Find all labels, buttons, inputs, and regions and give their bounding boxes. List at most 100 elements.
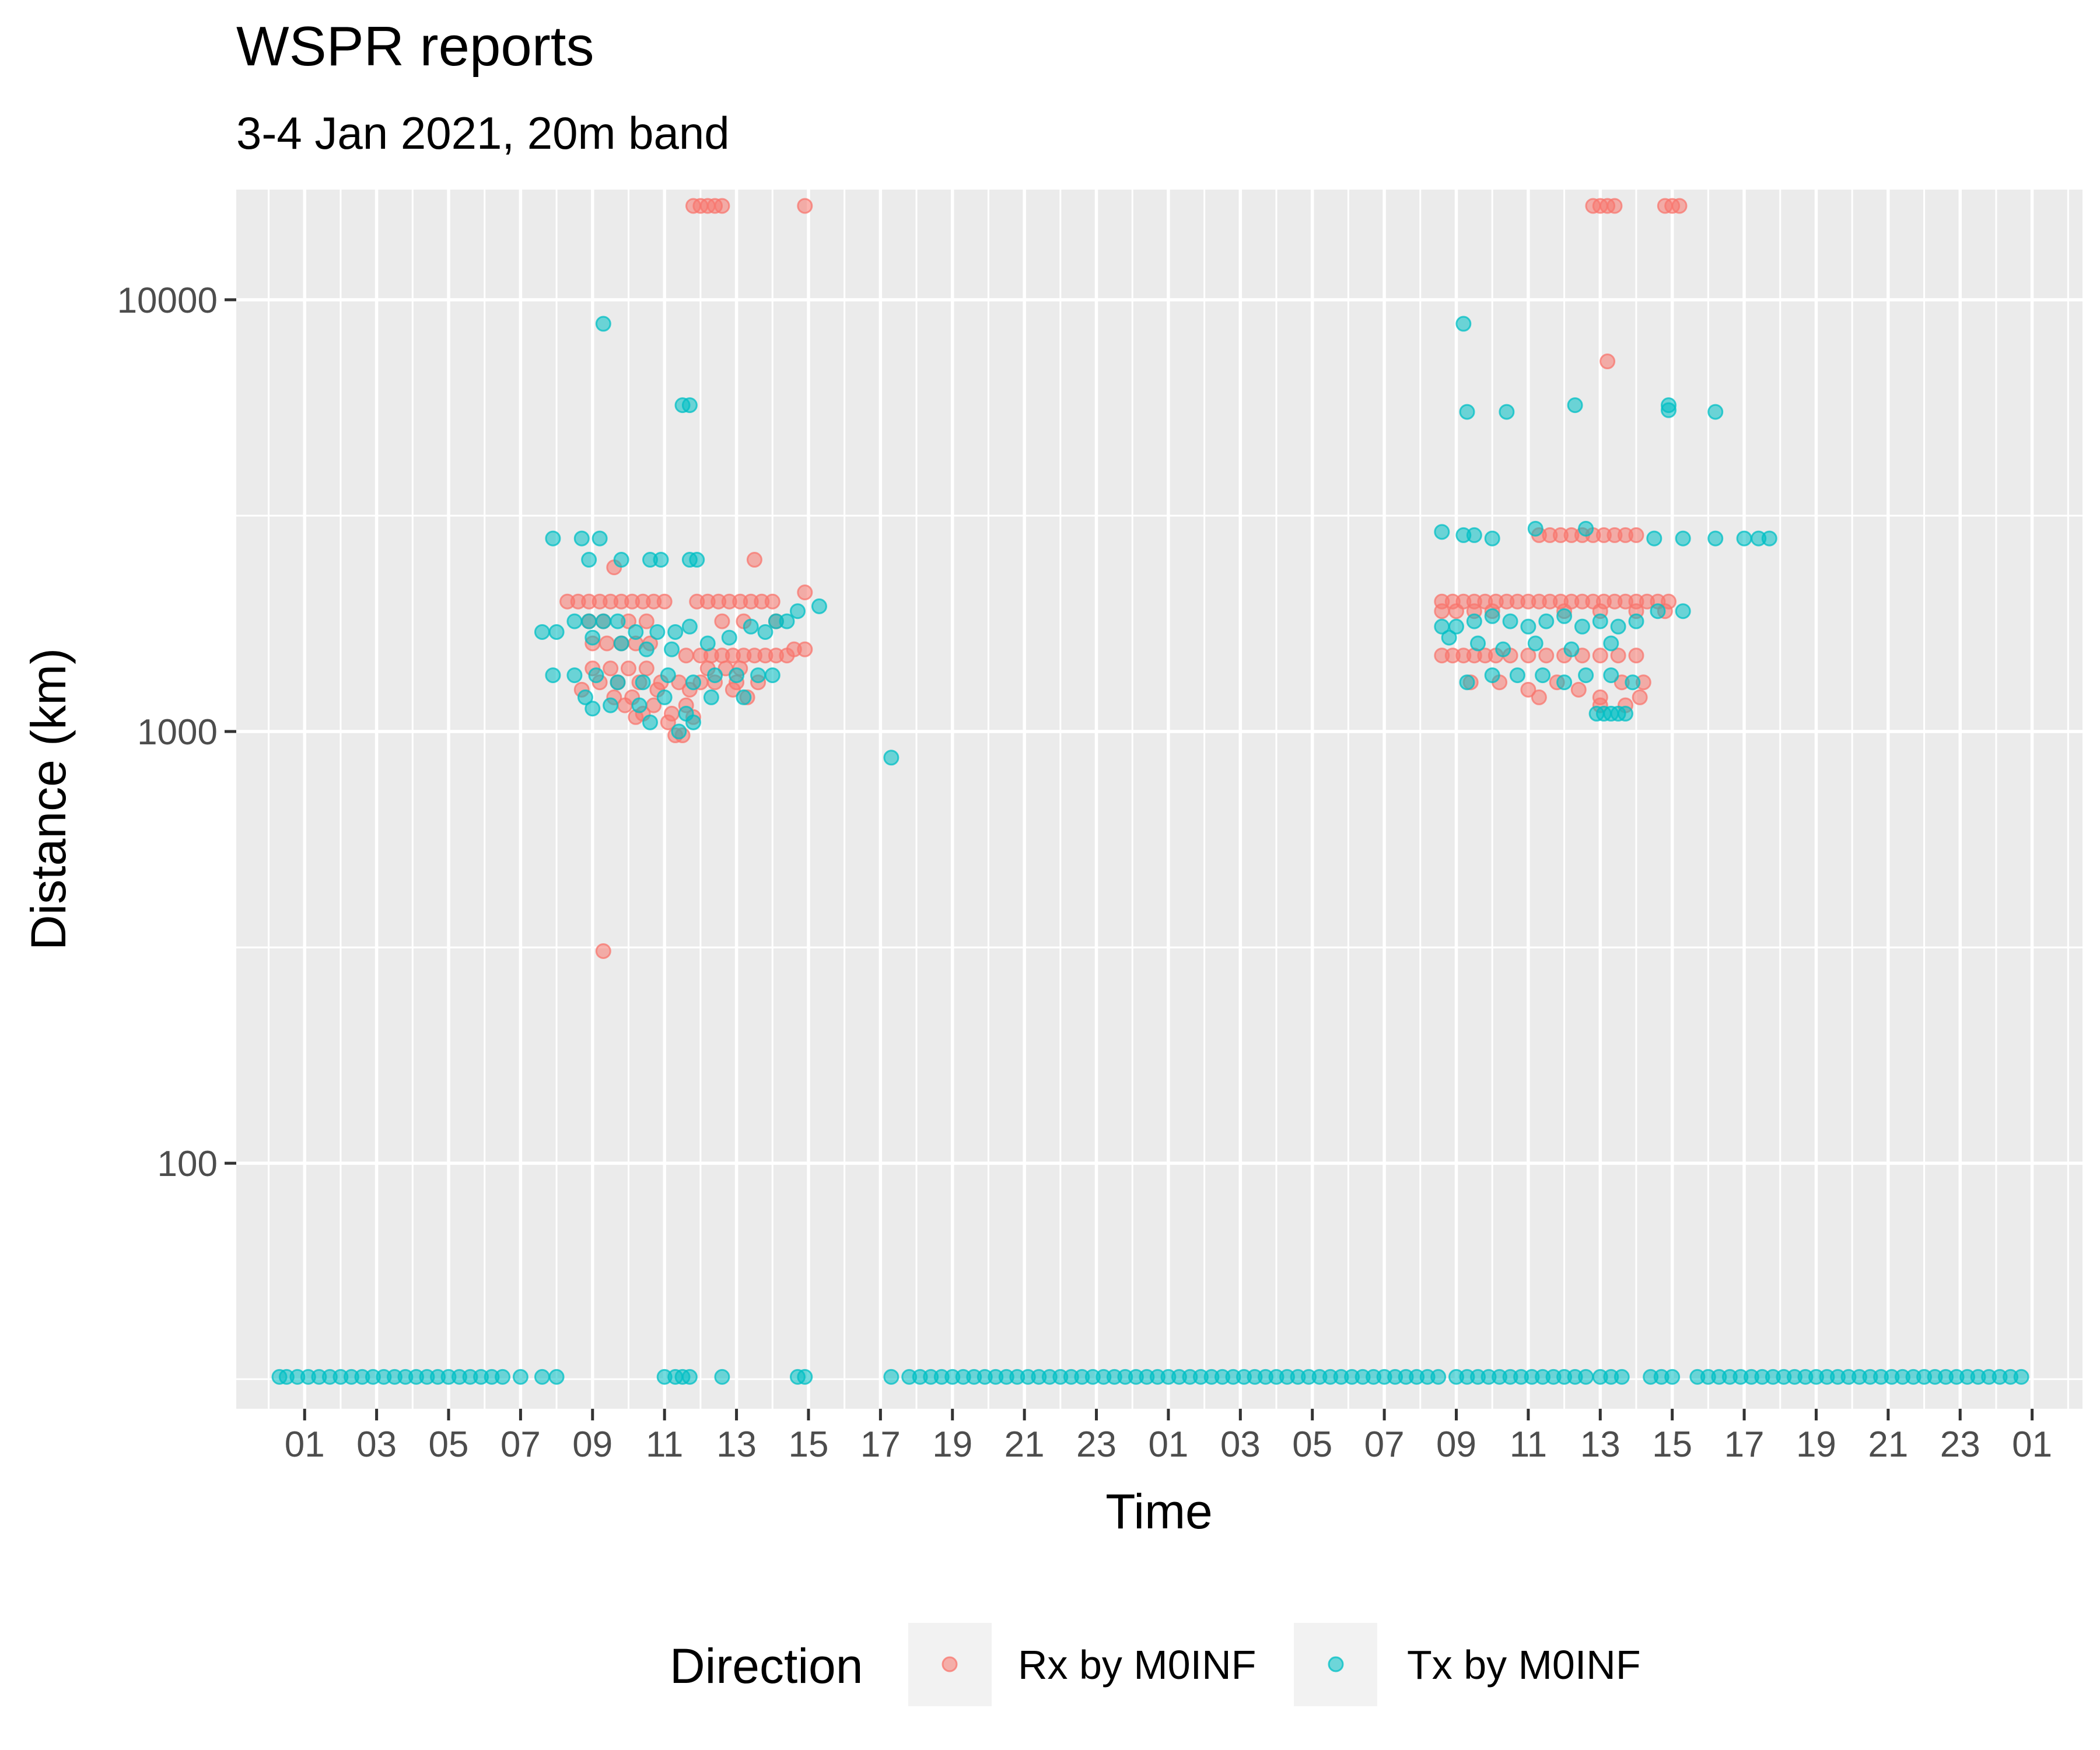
- tx-point: [1578, 520, 1594, 537]
- rx-point: [1628, 648, 1644, 664]
- x-axis: 01 03 05 07 09 11 13 15 17 19 21 23 01 03 05 07 09 11 13 15…: [285, 1409, 2052, 1465]
- tx-point: [811, 598, 827, 614]
- x-tick-label: 01: [285, 1424, 325, 1465]
- tx-point: [577, 689, 593, 705]
- tx-point: [689, 552, 705, 568]
- tx-point: [1578, 1368, 1594, 1385]
- legend-point-tx: [1328, 1656, 1344, 1672]
- tx-point: [566, 613, 583, 629]
- tx-point: [681, 397, 698, 414]
- chart-subtitle: 3-4 Jan 2021, 20m band: [236, 107, 730, 159]
- tx-point: [1707, 530, 1724, 547]
- tx-point: [1625, 674, 1641, 691]
- rx-point: [1520, 648, 1536, 664]
- tx-point: [1563, 641, 1580, 657]
- x-axis-label: Time: [1105, 1484, 1213, 1539]
- rx-point: [1628, 527, 1644, 543]
- rx-point: [746, 552, 762, 568]
- x-tick-label: 07: [501, 1424, 541, 1465]
- tx-point: [610, 674, 626, 691]
- rx-point: [1538, 648, 1555, 664]
- rx-point: [1434, 603, 1450, 620]
- tx-point: [1736, 530, 1752, 547]
- tx-point: [699, 635, 716, 652]
- tx-point: [685, 714, 702, 730]
- legend-label-tx: Tx by M0INF: [1407, 1642, 1641, 1688]
- tx-point: [548, 624, 565, 640]
- tx-point: [1484, 530, 1500, 547]
- tx-point: [1455, 316, 1472, 332]
- chart-title: WSPR reports: [236, 15, 594, 78]
- tx-point: [534, 624, 550, 640]
- tx-point: [1470, 635, 1486, 652]
- rx-point: [617, 697, 633, 713]
- x-tick-label: 13: [716, 1424, 757, 1465]
- tx-point: [656, 689, 673, 705]
- tx-point: [1527, 635, 1544, 652]
- tx-point: [664, 641, 680, 657]
- rx-point: [714, 198, 730, 214]
- tx-point: [671, 723, 687, 740]
- tx-point: [1527, 520, 1544, 537]
- tx-point: [534, 1368, 550, 1385]
- tx-point: [1574, 618, 1590, 635]
- tx-point: [545, 667, 561, 684]
- tx-point: [613, 552, 629, 568]
- rx-point: [797, 641, 813, 657]
- tx-point: [660, 667, 676, 684]
- tx-point: [667, 624, 684, 640]
- rx-point: [797, 198, 813, 214]
- x-tick-label: 05: [1292, 1424, 1332, 1465]
- tx-point: [548, 1368, 565, 1385]
- tx-point: [592, 530, 608, 547]
- rx-point: [1570, 681, 1587, 698]
- tx-point: [642, 714, 659, 730]
- tx-point: [2013, 1368, 2029, 1385]
- rx-point: [1592, 648, 1608, 664]
- rx-point: [797, 584, 813, 601]
- tx-point: [1459, 404, 1475, 420]
- tx-point: [736, 689, 752, 705]
- tx-point: [566, 667, 583, 684]
- x-tick-label: 17: [1724, 1424, 1765, 1465]
- rx-point: [1632, 689, 1648, 705]
- legend-label-rx: Rx by M0INF: [1018, 1642, 1256, 1688]
- tx-point: [703, 689, 719, 705]
- tx-point: [779, 613, 795, 629]
- tx-point: [1466, 613, 1482, 629]
- x-tick-label: 01: [1148, 1424, 1188, 1465]
- data-points: [271, 198, 2029, 1385]
- tx-point: [1509, 667, 1525, 684]
- tx-point: [743, 618, 759, 635]
- tx-point: [1707, 404, 1724, 420]
- tx-point: [581, 613, 597, 629]
- tx-point: [1502, 613, 1518, 629]
- tx-point: [789, 603, 806, 620]
- tx-point: [1675, 603, 1691, 620]
- rx-point: [620, 660, 636, 677]
- x-tick-label: 09: [572, 1424, 612, 1465]
- rx-point: [595, 943, 611, 959]
- y-tick-label: 10000: [117, 281, 218, 321]
- tx-point: [1617, 705, 1633, 722]
- tx-point: [595, 613, 611, 629]
- tx-point: [1484, 667, 1500, 684]
- tx-point: [1578, 667, 1594, 684]
- tx-point: [1520, 618, 1536, 635]
- tx-point: [714, 1368, 730, 1385]
- tx-point: [1441, 629, 1457, 646]
- rx-point: [1520, 681, 1536, 698]
- legend-point-rx: [942, 1656, 958, 1672]
- x-tick-label: 23: [1940, 1424, 1980, 1465]
- tx-point: [1556, 674, 1573, 691]
- rx-point: [660, 714, 676, 730]
- x-tick-label: 01: [2012, 1424, 2052, 1465]
- rx-point: [1448, 603, 1464, 620]
- plot-panel: [236, 190, 2082, 1409]
- tx-point: [1567, 397, 1583, 414]
- rx-point: [1531, 689, 1547, 705]
- tx-point: [595, 316, 611, 332]
- tx-point: [764, 667, 780, 684]
- tx-point: [631, 697, 648, 713]
